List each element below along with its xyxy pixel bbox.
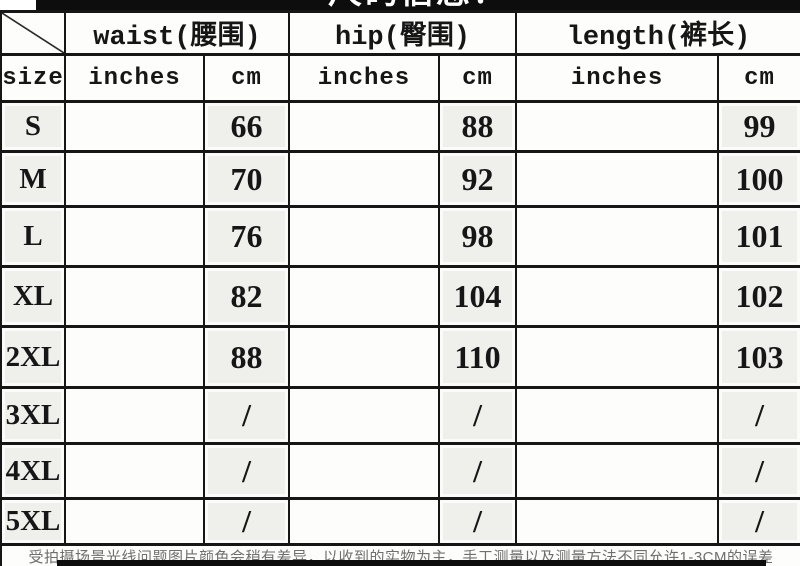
waist-cm-cell: 88 <box>202 325 291 389</box>
hip-cm-cell: 98 <box>438 205 518 268</box>
length-inches-cell <box>515 265 720 328</box>
hip-cm-cell: 92 <box>438 150 518 208</box>
hip-cm-cell: 104 <box>438 265 518 328</box>
hip-inches-cell <box>288 265 441 328</box>
bottom-black-bar <box>57 560 766 566</box>
hip-inches-cell <box>288 497 441 546</box>
hip-inches-header: inches <box>288 53 441 103</box>
hip-inches-cell <box>288 325 441 389</box>
banner-title: 尺码信息！ <box>328 0 508 10</box>
hip-cm-cell: / <box>438 386 518 445</box>
table-row: 3XL / / / <box>0 386 800 445</box>
length-inches-cell <box>515 386 720 445</box>
table-row: M 70 92 100 <box>0 150 800 208</box>
subheader-row: size inches cm inches cm inches cm <box>0 53 800 103</box>
waist-cm-cell: / <box>202 442 291 500</box>
length-inches-cell <box>515 442 720 500</box>
waist-cm-cell: 66 <box>202 100 291 153</box>
hip-cm-cell: / <box>438 497 518 546</box>
diagonal-corner-cell <box>0 10 66 56</box>
waist-inches-cell <box>64 497 205 546</box>
length-inches-cell <box>515 497 720 546</box>
hip-inches-cell <box>288 442 441 500</box>
size-column-header: size <box>0 53 66 103</box>
waist-cm-cell: 70 <box>202 150 291 208</box>
waist-inches-cell <box>64 265 205 328</box>
size-cell: L <box>0 205 66 268</box>
length-cm-cell: 101 <box>717 205 800 268</box>
size-info-banner: 尺码信息！ <box>36 0 800 10</box>
waist-inches-cell <box>64 325 205 389</box>
waist-inches-cell <box>64 386 205 445</box>
length-inches-cell <box>515 205 720 268</box>
waist-cm-cell: 76 <box>202 205 291 268</box>
length-cm-cell: 100 <box>717 150 800 208</box>
length-inches-cell <box>515 100 720 153</box>
table-row: 5XL / / / <box>0 497 800 546</box>
table-row: XL 82 104 102 <box>0 265 800 328</box>
hip-cm-cell: / <box>438 442 518 500</box>
table-row: 4XL / / / <box>0 442 800 500</box>
waist-inches-cell <box>64 205 205 268</box>
waist-cm-cell: / <box>202 497 291 546</box>
length-cm-cell: / <box>717 386 800 445</box>
hip-inches-cell <box>288 386 441 445</box>
length-inches-cell <box>515 150 720 208</box>
length-group-header: length(裤长) <box>515 10 800 56</box>
table-row: S 66 88 99 <box>0 100 800 153</box>
length-cm-cell: / <box>717 497 800 546</box>
table-row: 2XL 88 110 103 <box>0 325 800 389</box>
waist-inches-cell <box>64 100 205 153</box>
size-cell: 4XL <box>0 442 66 500</box>
waist-cm-cell: 82 <box>202 265 291 328</box>
waist-inches-header: inches <box>64 53 205 103</box>
size-cell: 3XL <box>0 386 66 445</box>
size-chart-table: waist(腰围) hip(臀围) length(裤长) size inches… <box>0 10 800 566</box>
length-cm-cell: / <box>717 442 800 500</box>
length-cm-header: cm <box>717 53 800 103</box>
waist-inches-cell <box>64 442 205 500</box>
waist-group-header: waist(腰围) <box>63 10 291 56</box>
length-cm-cell: 102 <box>717 265 800 328</box>
hip-cm-header: cm <box>438 53 518 103</box>
hip-inches-cell <box>288 205 441 268</box>
diagonal-line-icon <box>2 13 64 53</box>
waist-inches-cell <box>64 150 205 208</box>
size-cell: M <box>0 150 66 208</box>
waist-cm-header: cm <box>202 53 291 103</box>
length-cm-cell: 99 <box>717 100 800 153</box>
size-cell: XL <box>0 265 66 328</box>
size-cell: S <box>0 100 66 153</box>
hip-inches-cell <box>288 100 441 153</box>
hip-cm-cell: 110 <box>438 325 518 389</box>
hip-inches-cell <box>288 150 441 208</box>
table-row: L 76 98 101 <box>0 205 800 268</box>
hip-cm-cell: 88 <box>438 100 518 153</box>
length-inches-header: inches <box>515 53 720 103</box>
group-header-row: waist(腰围) hip(臀围) length(裤长) <box>0 10 800 56</box>
length-cm-cell: 103 <box>717 325 800 389</box>
size-cell: 5XL <box>0 497 66 546</box>
size-cell: 2XL <box>0 325 66 389</box>
hip-group-header: hip(臀围) <box>288 10 518 56</box>
length-inches-cell <box>515 325 720 389</box>
waist-cm-cell: / <box>202 386 291 445</box>
